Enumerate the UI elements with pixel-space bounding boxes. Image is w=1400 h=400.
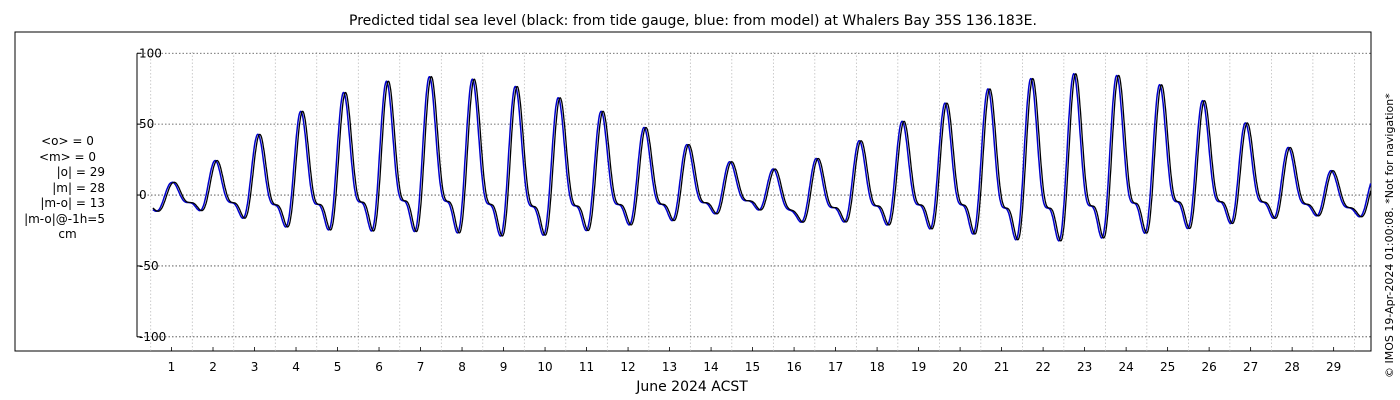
stat-abs-model: |m| = 28 — [52, 180, 105, 195]
x-tick-label: 17 — [828, 360, 843, 374]
y-tick-label: -50 — [139, 259, 159, 273]
series-line — [152, 72, 1372, 242]
x-tick-label: 14 — [703, 360, 718, 374]
stat-abs-diff-lag: |m-o|@-1h=5 — [24, 211, 105, 226]
chart-title: Predicted tidal sea level (black: from t… — [349, 13, 1037, 29]
x-tick-label: 16 — [786, 360, 801, 374]
x-tick-label: 20 — [952, 360, 967, 374]
y-tick-label: -100 — [139, 330, 166, 344]
x-tick-label: 9 — [500, 360, 508, 374]
stat-mean-obs: <o> = 0 — [41, 134, 94, 148]
x-tick-label: 21 — [994, 360, 1009, 374]
y-tick-label: 50 — [139, 117, 154, 131]
stat-abs-obs: |o| = 29 — [56, 165, 105, 179]
stat-abs-diff: |m-o| = 13 — [40, 196, 105, 210]
x-tick-label: 25 — [1160, 360, 1175, 374]
y-tick-label: 100 — [139, 46, 162, 60]
stats-panel: <o> = 0 <m> = 0 |o| = 29 |m| = 28 |m-o| … — [20, 134, 115, 243]
x-tick-label: 11 — [579, 360, 594, 374]
x-tick-label: 4 — [292, 360, 300, 374]
series-line — [152, 73, 1372, 242]
plot-frame — [14, 31, 1372, 352]
stat-unit: cm — [58, 227, 77, 241]
x-tick-label: 1 — [168, 360, 176, 374]
x-tick-label: 29 — [1326, 360, 1341, 374]
x-tick-label: 3 — [251, 360, 259, 374]
x-tick-label: 10 — [537, 360, 552, 374]
x-tick-label: 15 — [745, 360, 760, 374]
x-axis-label: June 2024 ACST — [635, 379, 748, 395]
x-tick-label: 18 — [869, 360, 884, 374]
x-tick-label: 28 — [1284, 360, 1299, 374]
x-tick-label: 27 — [1243, 360, 1258, 374]
x-tick-label: 19 — [911, 360, 926, 374]
x-tick-label: 23 — [1077, 360, 1092, 374]
stat-mean-model: <m> = 0 — [38, 149, 97, 164]
x-tick-label: 26 — [1201, 360, 1216, 374]
x-tick-label: 24 — [1118, 360, 1133, 374]
x-tick-label: 5 — [334, 360, 342, 374]
x-tick-label: 22 — [1035, 360, 1050, 374]
copyright-note: © IMOS 19-Apr-2024 01:00:08. *Not for na… — [1383, 93, 1396, 378]
x-tick-label: 12 — [620, 360, 635, 374]
x-tick-label: 2 — [209, 360, 217, 374]
y-tick-label: 0 — [139, 188, 147, 202]
x-tick-label: 6 — [375, 360, 383, 374]
x-tick-label: 7 — [417, 360, 425, 374]
x-tick-label: 13 — [662, 360, 677, 374]
x-tick-label: 8 — [458, 360, 466, 374]
